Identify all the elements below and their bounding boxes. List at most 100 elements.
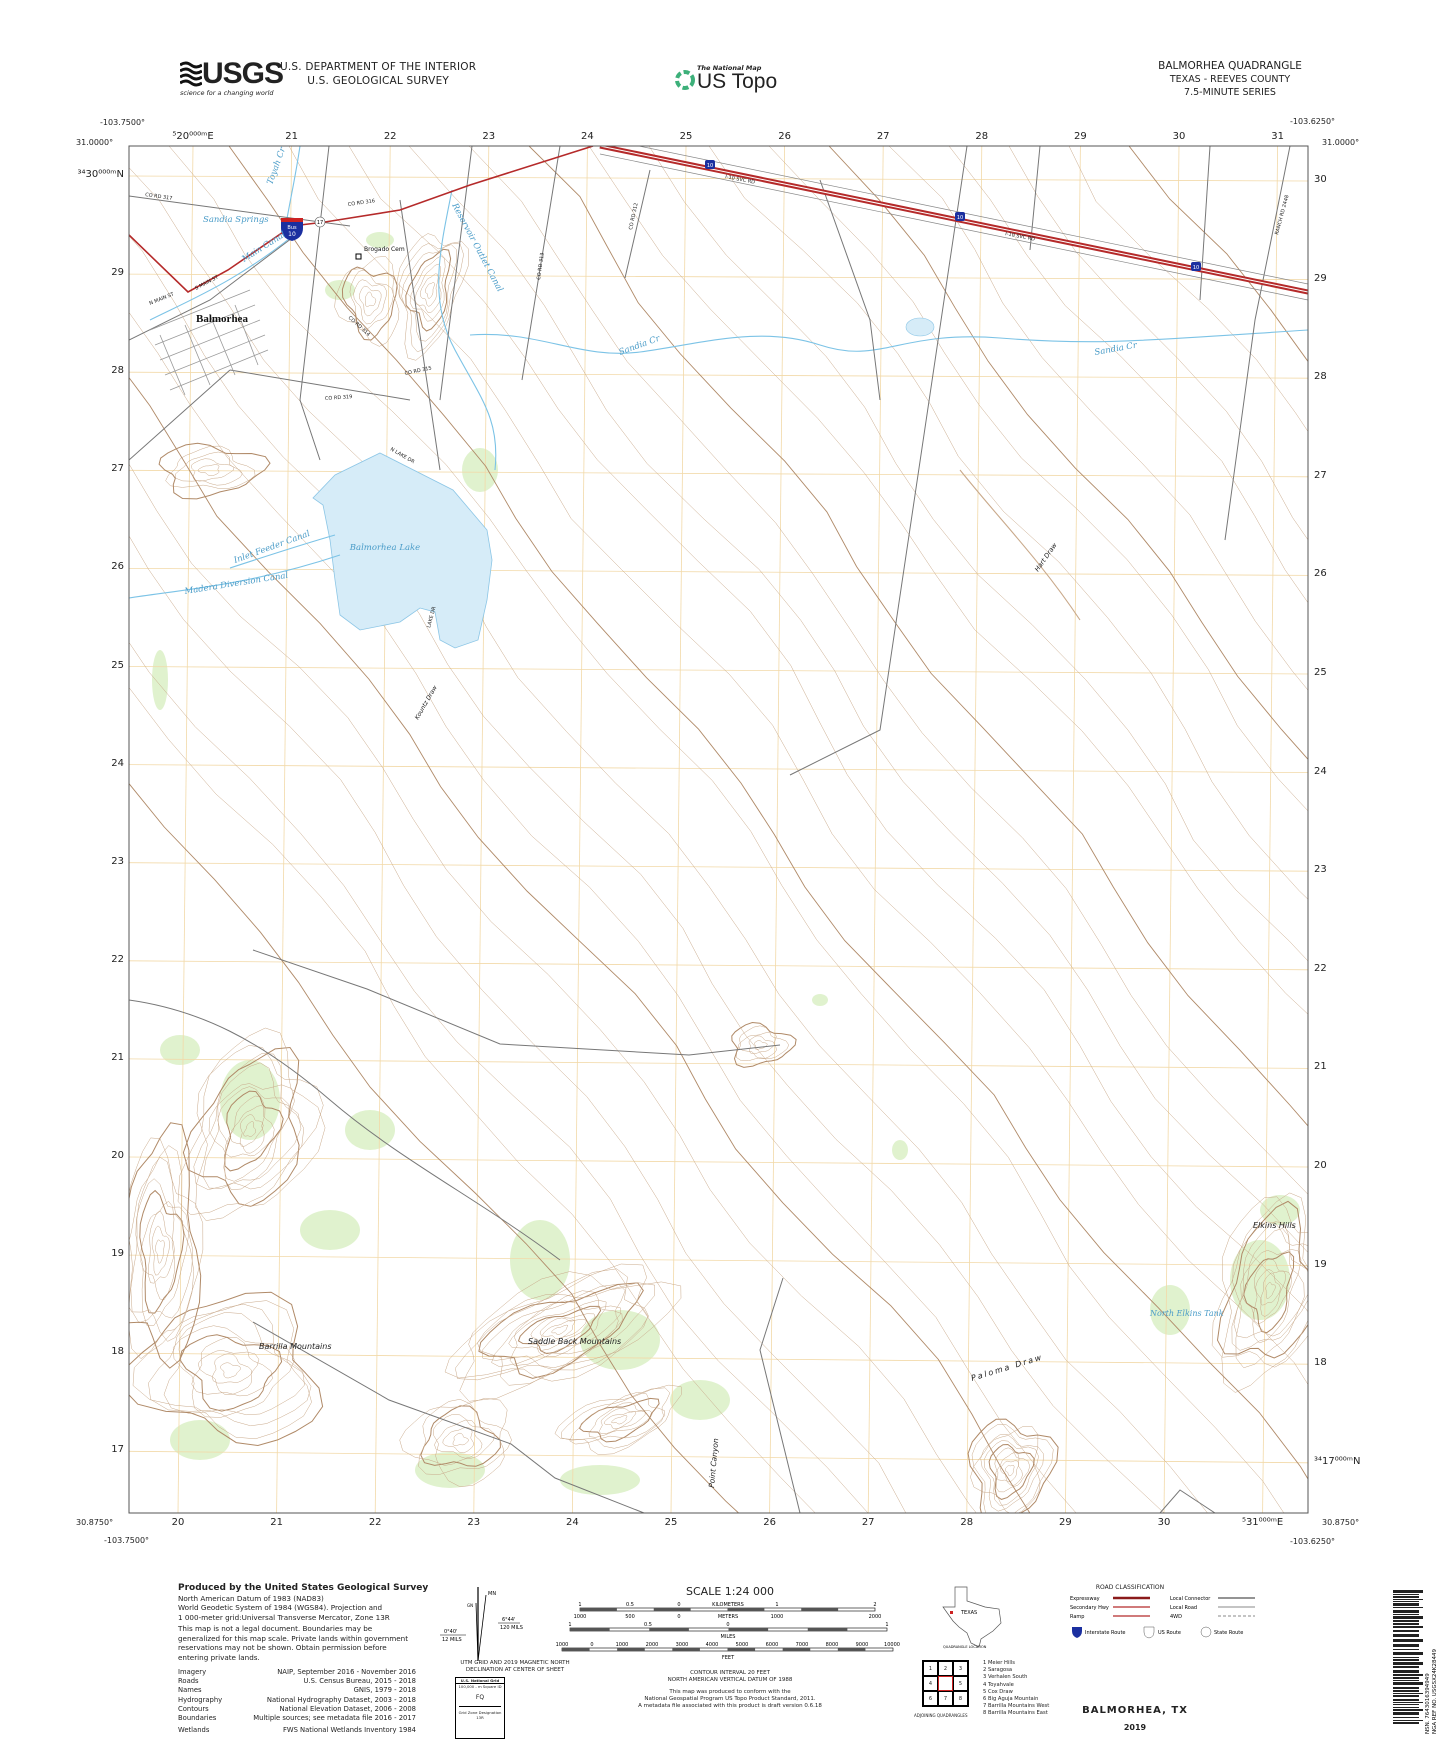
shield-text: Bus bbox=[287, 225, 297, 231]
location-caption: QUADRANGLE LOCATION bbox=[943, 1645, 987, 1649]
contour-line bbox=[148, 1210, 175, 1284]
contour-line bbox=[129, 1291, 324, 1447]
northing-tick-right: 18 bbox=[1314, 1357, 1327, 1369]
easting-tick-top: ⁵20⁰⁰⁰ᵐE bbox=[172, 131, 214, 142]
scale-segment bbox=[782, 1648, 811, 1651]
scale-segment bbox=[653, 1608, 691, 1611]
contour-line bbox=[748, 1035, 775, 1055]
label-balmorhea: Balmorhea bbox=[196, 313, 248, 325]
contour-line bbox=[1265, 1282, 1276, 1299]
contour-line bbox=[1000, 1460, 1019, 1483]
shield-text: 10 bbox=[957, 215, 963, 221]
vegetation-patch bbox=[220, 1060, 280, 1140]
contour-line bbox=[542, 1319, 576, 1339]
declination-caption: UTM GRID AND 2019 MAGNETIC NORTH DECLINA… bbox=[445, 1660, 585, 1674]
contour-line bbox=[828, 146, 1308, 760]
contour-line bbox=[217, 1086, 290, 1182]
northing-tick-left: 29 bbox=[111, 267, 124, 279]
contour-line bbox=[598, 1407, 646, 1434]
vegetation-patch bbox=[152, 650, 168, 710]
datum-line: World Geodetic System of 1984 (WGS84). P… bbox=[178, 1603, 383, 1612]
grid-line bbox=[129, 273, 1308, 281]
barcode-bar bbox=[1393, 1693, 1423, 1694]
easting-tick-bottom: 30 bbox=[1157, 1517, 1171, 1528]
legend-local-connector: Local Connector bbox=[1170, 1596, 1211, 1602]
barcode-bar bbox=[1393, 1662, 1423, 1665]
contour-line bbox=[1253, 1258, 1292, 1325]
road-label: LAKE DR bbox=[426, 606, 438, 629]
declination-diagram: MN GN 6°44' 120 MILS 0°40' 12 MILS bbox=[440, 1587, 523, 1662]
contour-line bbox=[195, 1045, 324, 1221]
contour-line bbox=[129, 376, 1031, 1513]
scale-segment bbox=[617, 1648, 645, 1651]
contour-line bbox=[1211, 1192, 1308, 1368]
scale-tick: 1 bbox=[775, 1602, 778, 1608]
contour-line bbox=[452, 1432, 469, 1446]
barcode-bar bbox=[1393, 1630, 1419, 1632]
se-longitude: -103.6250° bbox=[1290, 1537, 1336, 1546]
road-label: CO RD 317 bbox=[145, 192, 173, 202]
mn-angle: 6°44' bbox=[502, 1617, 515, 1623]
road-classification-title: ROAD CLASSIFICATION bbox=[1095, 1584, 1165, 1591]
agency-block: U.S. DEPARTMENT OF THE INTERIOR U.S. GEO… bbox=[280, 60, 476, 88]
easting-tick-top: 24 bbox=[581, 131, 594, 142]
northing-tick-right: 21 bbox=[1314, 1061, 1327, 1073]
northing-tick-right: 23 bbox=[1314, 864, 1327, 876]
square-id-label: 100,000 - m Square ID bbox=[458, 1684, 502, 1689]
barcode-bar bbox=[1393, 1702, 1423, 1703]
contour-line bbox=[168, 146, 1285, 1513]
barcode: NSN. 7643016394949 NGA REF NO. USGSX24K2… bbox=[1393, 1590, 1438, 1734]
barcode-bar bbox=[1393, 1620, 1419, 1622]
grid-line bbox=[129, 862, 1308, 872]
vegetation-patch bbox=[345, 1110, 395, 1150]
easting-tick-bottom: 28 bbox=[960, 1517, 974, 1528]
contour-line bbox=[202, 1062, 302, 1189]
scale-tick: 0 bbox=[677, 1602, 680, 1608]
i10-shield: 10 bbox=[955, 212, 965, 221]
contour-line bbox=[129, 1137, 204, 1360]
contour-line bbox=[578, 1397, 660, 1443]
contour-line bbox=[569, 1392, 666, 1445]
scale-tick: 0.5 bbox=[644, 1622, 652, 1628]
contour-line bbox=[468, 146, 1308, 1195]
business-route-10 bbox=[129, 146, 594, 293]
contour-line bbox=[129, 311, 1077, 1513]
contour-line bbox=[129, 687, 816, 1513]
contour-line bbox=[736, 1025, 790, 1061]
sw-longitude: -103.7500° bbox=[104, 1536, 150, 1545]
barcode-bar bbox=[1393, 1649, 1419, 1650]
contour-line bbox=[401, 244, 457, 342]
contour-line bbox=[988, 1443, 1035, 1500]
quad-title: BALMORHEA QUADRANGLE bbox=[1158, 60, 1302, 72]
contour-line bbox=[228, 146, 1308, 1480]
vegetation-patch bbox=[160, 1035, 200, 1065]
utm-grid bbox=[129, 146, 1308, 1513]
contour-line bbox=[191, 1336, 273, 1397]
legal-line: This map is not a legal document. Bounda… bbox=[178, 1624, 373, 1633]
barcode-bar bbox=[1393, 1596, 1419, 1598]
vegetation-patch bbox=[1150, 1285, 1190, 1335]
contour-line bbox=[432, 1414, 495, 1466]
scale-tick: 1000 bbox=[574, 1614, 587, 1620]
easting-tick-top: 28 bbox=[975, 131, 989, 142]
contour-line bbox=[888, 146, 1308, 691]
contour-line bbox=[980, 1434, 1044, 1512]
contour-line bbox=[995, 1452, 1023, 1486]
adjoining-caption: ADJOINING QUADRANGLES bbox=[914, 1713, 968, 1718]
northing-tick-left: 21 bbox=[111, 1051, 124, 1063]
adjoining-names: 1 Meier Hills 2 Saragosa 3 Verhalen South 4… bbox=[983, 1660, 1049, 1718]
northing-tick-right: 29 bbox=[1314, 272, 1327, 284]
easting-tick-bottom: 27 bbox=[861, 1517, 875, 1528]
contour-line bbox=[491, 1290, 623, 1367]
usgs-logo: USGS science for a changing world bbox=[180, 59, 284, 97]
adjoining-cell: 8 bbox=[953, 1691, 968, 1706]
contour-line bbox=[353, 279, 387, 325]
northing-tick-right: 28 bbox=[1314, 371, 1327, 383]
easting-tick-bottom: 24 bbox=[566, 1517, 579, 1528]
contour-line bbox=[334, 256, 400, 347]
easting-tick-bottom: 25 bbox=[664, 1517, 678, 1528]
easting-tick-top: 21 bbox=[285, 131, 298, 142]
vegetation-patch bbox=[510, 1220, 570, 1300]
contour-line bbox=[708, 146, 1308, 900]
